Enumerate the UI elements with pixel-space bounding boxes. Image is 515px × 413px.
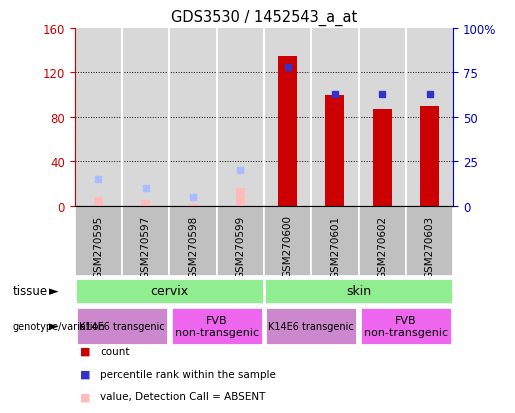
Bar <box>360 308 452 345</box>
Bar <box>373 110 392 206</box>
Text: ►: ► <box>49 285 59 298</box>
Bar <box>278 57 297 206</box>
Text: ►: ► <box>49 320 59 333</box>
Text: FVB
non-transgenic: FVB non-transgenic <box>175 316 259 337</box>
Bar <box>188 205 198 206</box>
Text: GSM270599: GSM270599 <box>235 215 245 278</box>
Bar <box>265 308 357 345</box>
Text: cervix: cervix <box>150 285 188 298</box>
Text: ■: ■ <box>80 392 90 401</box>
Bar <box>141 201 150 206</box>
Text: percentile rank within the sample: percentile rank within the sample <box>100 369 277 379</box>
Text: genotype/variation: genotype/variation <box>13 321 106 331</box>
Bar <box>420 107 439 206</box>
Text: K14E6 transgenic: K14E6 transgenic <box>268 321 354 331</box>
Bar <box>325 95 345 206</box>
Bar <box>75 278 264 304</box>
Bar <box>76 308 168 345</box>
Title: GDS3530 / 1452543_a_at: GDS3530 / 1452543_a_at <box>171 10 357 26</box>
Bar <box>171 308 263 345</box>
Text: FVB
non-transgenic: FVB non-transgenic <box>364 316 448 337</box>
Bar <box>217 206 264 277</box>
Bar <box>264 206 311 277</box>
Bar <box>94 197 103 206</box>
Bar <box>264 278 453 304</box>
Text: GSM270597: GSM270597 <box>141 215 151 278</box>
Text: K14E6 transgenic: K14E6 transgenic <box>79 321 165 331</box>
Text: GSM270602: GSM270602 <box>377 215 387 278</box>
Text: GSM270598: GSM270598 <box>188 215 198 278</box>
Text: GSM270601: GSM270601 <box>330 215 340 278</box>
Bar <box>358 206 406 277</box>
Text: GSM270600: GSM270600 <box>283 215 293 278</box>
Bar <box>235 189 245 206</box>
Text: value, Detection Call = ABSENT: value, Detection Call = ABSENT <box>100 392 266 401</box>
Text: ■: ■ <box>80 346 90 356</box>
Text: ■: ■ <box>80 369 90 379</box>
Bar <box>122 206 169 277</box>
Bar <box>311 206 358 277</box>
Text: GSM270595: GSM270595 <box>93 215 104 278</box>
Text: GSM270603: GSM270603 <box>424 215 435 278</box>
Text: count: count <box>100 346 130 356</box>
Text: skin: skin <box>346 285 371 298</box>
Bar <box>406 206 453 277</box>
Bar <box>75 206 122 277</box>
Text: tissue: tissue <box>13 285 48 298</box>
Bar <box>169 206 217 277</box>
